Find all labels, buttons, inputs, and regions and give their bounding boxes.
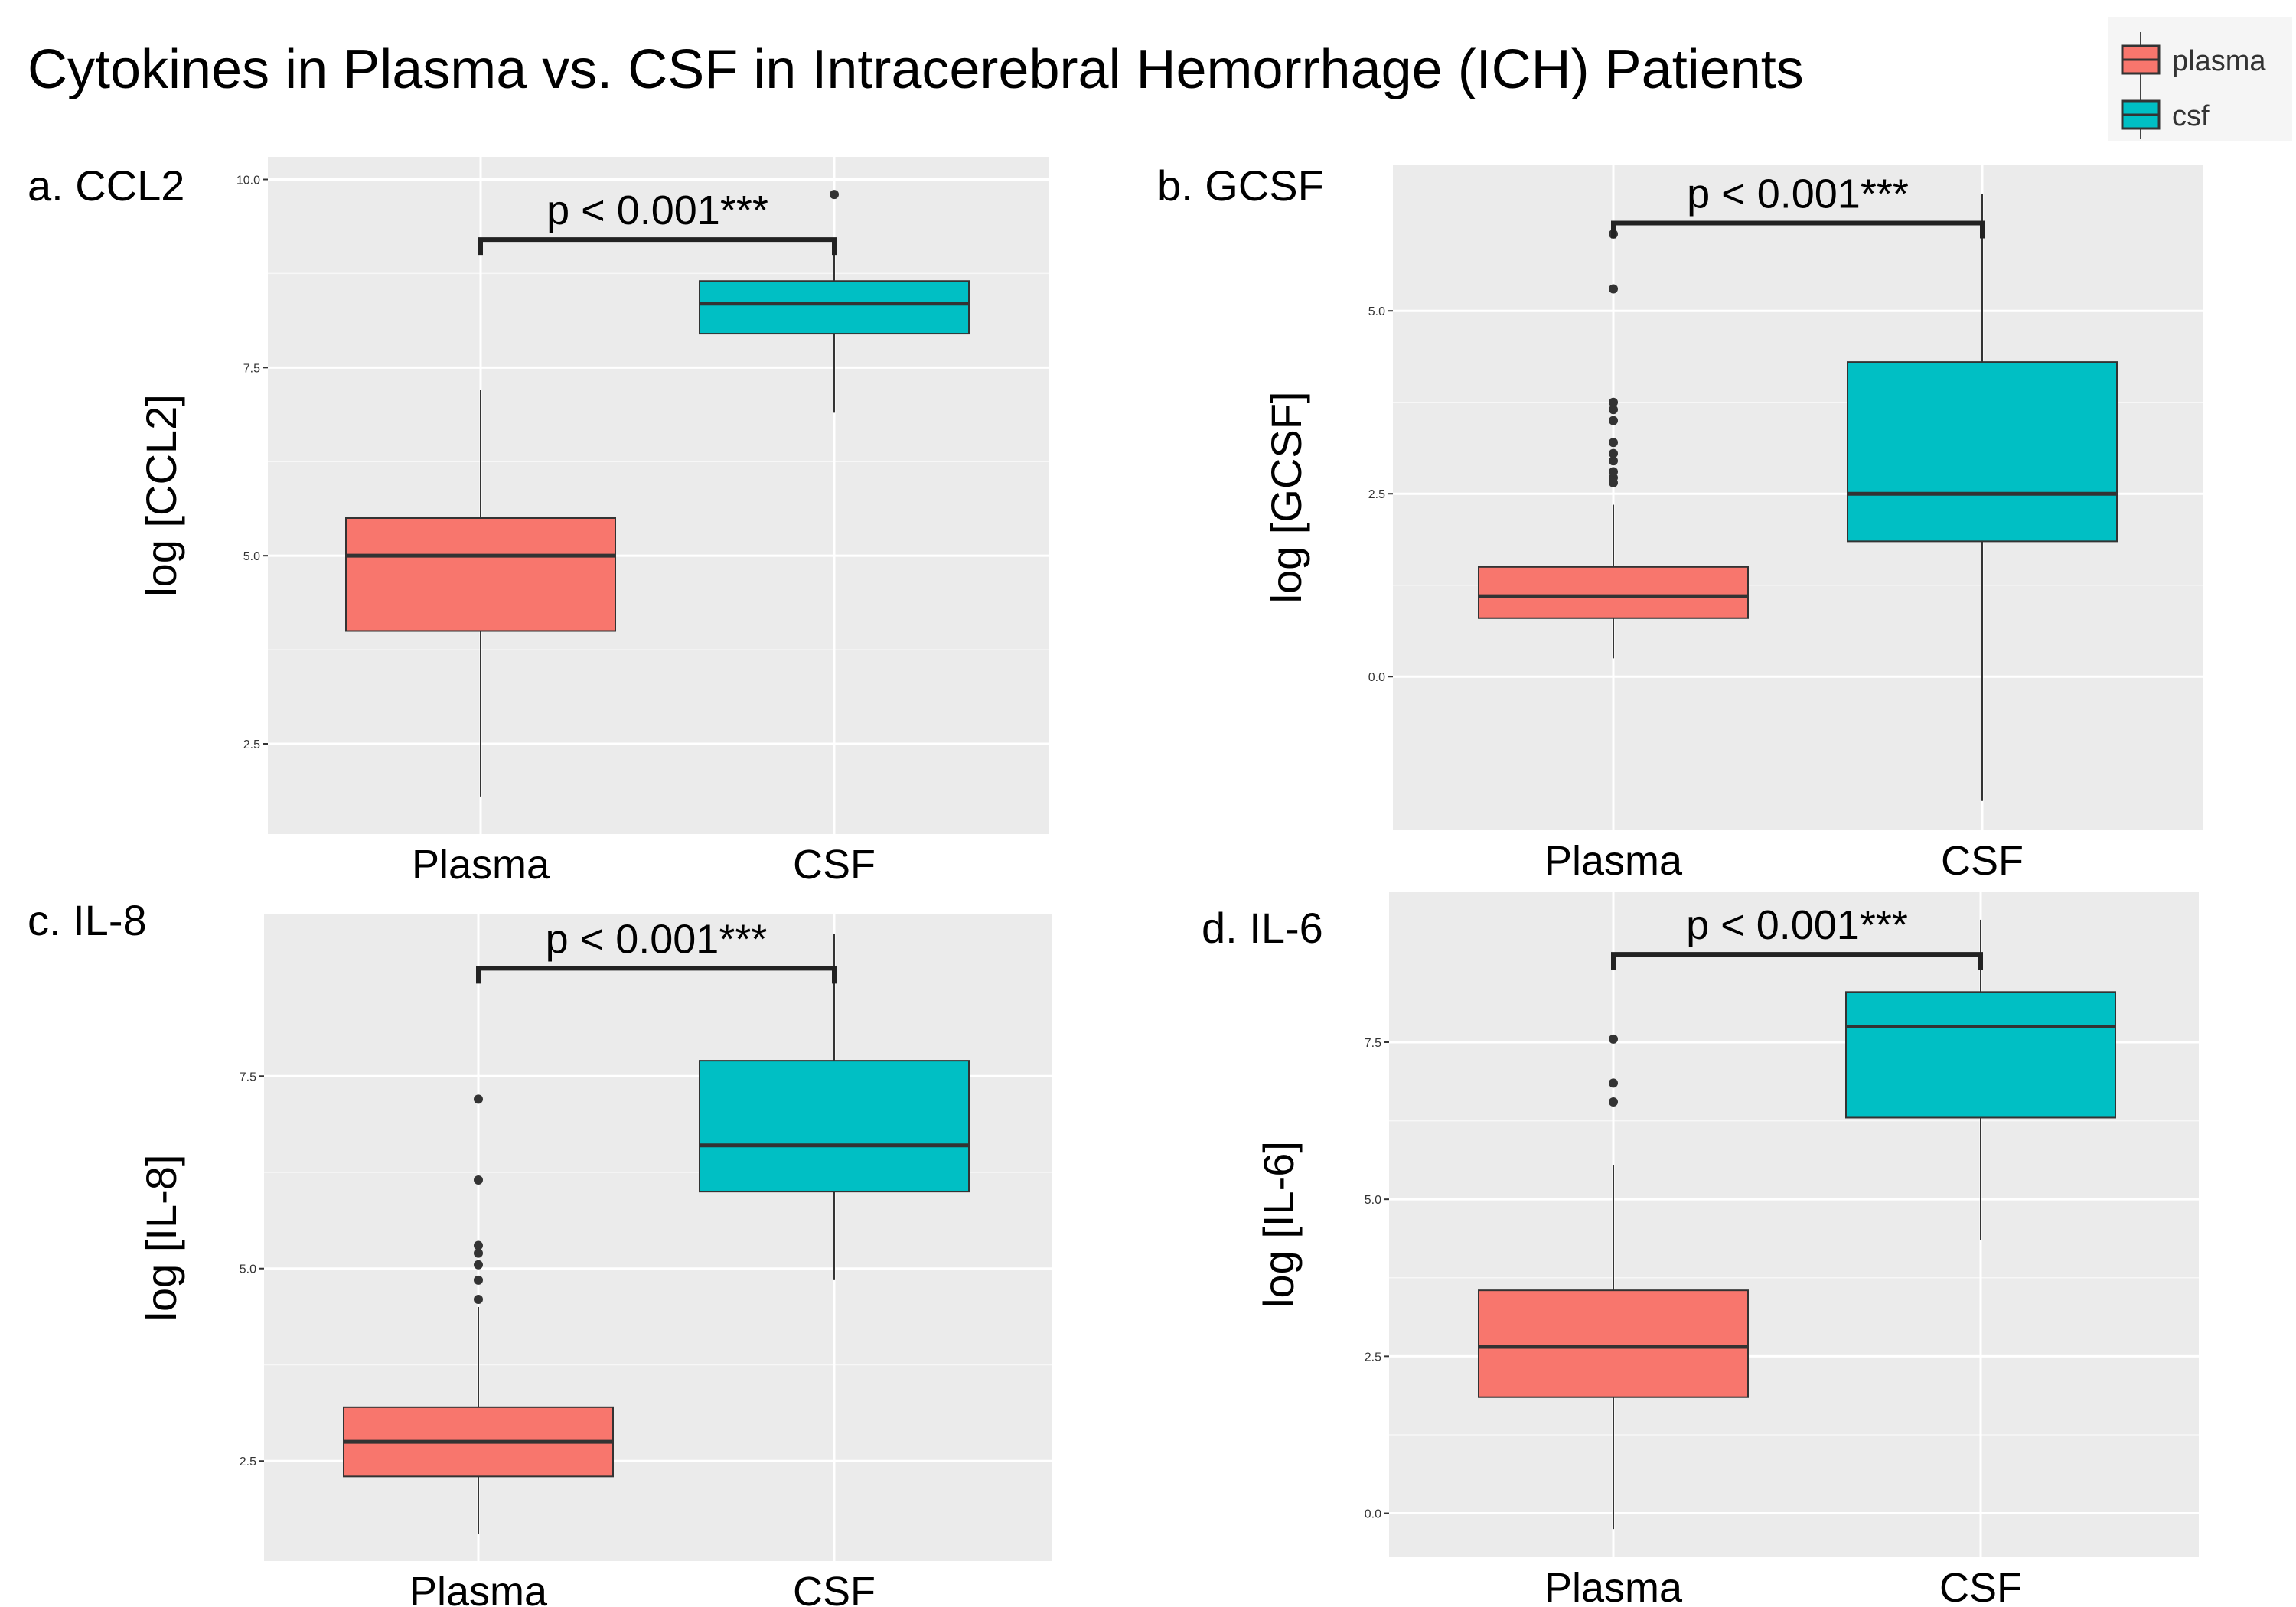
outlier-point bbox=[1609, 1097, 1618, 1107]
outlier-point bbox=[1609, 397, 1618, 407]
y-tick-label: 7.5 bbox=[243, 362, 260, 375]
box-body bbox=[699, 280, 970, 335]
y-tick-label: 5.0 bbox=[1368, 305, 1385, 318]
outlier-point bbox=[474, 1248, 483, 1258]
panel-label: a. CCL2 bbox=[28, 161, 184, 210]
significance-bracket bbox=[1611, 220, 1985, 239]
significance-bracket bbox=[476, 966, 837, 984]
y-tick-label: 5.0 bbox=[1365, 1194, 1381, 1207]
significance-label: p < 0.001*** bbox=[546, 916, 768, 962]
y-tick-label: 7.5 bbox=[240, 1071, 256, 1084]
box-csf bbox=[699, 190, 970, 413]
outlier-point bbox=[1609, 1034, 1618, 1044]
significance-label: p < 0.001*** bbox=[1686, 902, 1908, 948]
x-tick-label: CSF bbox=[793, 1569, 876, 1607]
panel-label: d. IL-6 bbox=[1202, 904, 1323, 952]
outlier-point bbox=[1609, 405, 1618, 415]
y-axis-label: log [IL-8] bbox=[137, 1155, 185, 1322]
y-tick-label: 5.0 bbox=[240, 1263, 256, 1276]
outlier-point bbox=[474, 1175, 483, 1185]
outlier-point bbox=[1609, 416, 1618, 425]
x-tick-label: Plasma bbox=[412, 842, 550, 888]
outlier-point bbox=[1609, 284, 1618, 294]
significance-label: p < 0.001*** bbox=[546, 187, 768, 233]
chart-panel: 2.5 5.0 7.5 10.0 p < 0.001*** Plasma CSF log [C… bbox=[28, 157, 1049, 888]
x-tick-label: CSF bbox=[1941, 838, 2024, 884]
y-tick-label: 0.0 bbox=[1365, 1508, 1381, 1521]
outlier-point bbox=[474, 1094, 483, 1104]
outlier-point bbox=[474, 1240, 483, 1250]
box-csf bbox=[1845, 919, 2116, 1240]
outlier-point bbox=[1609, 448, 1618, 458]
significance-label: p < 0.001*** bbox=[1687, 171, 1909, 217]
box-csf bbox=[1847, 194, 2118, 801]
x-tick-label: Plasma bbox=[1544, 838, 1683, 884]
plot-background bbox=[268, 157, 1049, 834]
legend-label-csf: csf bbox=[2172, 100, 2210, 132]
outlier-point bbox=[474, 1260, 483, 1270]
box-plasma bbox=[345, 390, 616, 797]
box-plasma bbox=[343, 1094, 614, 1534]
x-tick-label: CSF bbox=[1939, 1565, 2022, 1607]
y-tick-label: 2.5 bbox=[1365, 1351, 1381, 1364]
box-body bbox=[345, 517, 616, 632]
y-tick-label: 5.0 bbox=[243, 550, 260, 563]
figure-title: Cytokines in Plasma vs. CSF in Intracere… bbox=[28, 39, 1804, 100]
y-axis-label: log [GCSF] bbox=[1262, 392, 1310, 604]
chart-panel: 0.0 2.5 5.0 7.5 p < 0.001*** Plasma CSF log [IL… bbox=[1202, 892, 2199, 1607]
y-tick-label: 2.5 bbox=[1368, 488, 1385, 501]
x-tick-label: CSF bbox=[793, 842, 876, 888]
x-tick-label: Plasma bbox=[1544, 1565, 1683, 1607]
outlier-point bbox=[474, 1294, 483, 1304]
y-tick-label: 2.5 bbox=[240, 1455, 256, 1468]
box-body bbox=[1845, 991, 2116, 1119]
significance-bracket bbox=[478, 237, 837, 256]
box-body bbox=[1478, 566, 1749, 619]
y-tick-label: 0.0 bbox=[1368, 671, 1385, 684]
x-tick-label: Plasma bbox=[409, 1569, 548, 1607]
chart-panel: 0.0 2.5 5.0 p < 0.001*** Plasma CSF log [GCSF]… bbox=[1157, 161, 2203, 884]
box-body bbox=[1847, 361, 2118, 543]
panel-label: c. IL-8 bbox=[28, 896, 147, 944]
outlier-point bbox=[830, 190, 839, 200]
chart-panel: 2.5 5.0 7.5 p < 0.001*** Plasma CSF log [IL-8]… bbox=[28, 896, 1052, 1607]
legend-label-plasma: plasma bbox=[2172, 45, 2266, 77]
outlier-point bbox=[1609, 456, 1618, 466]
legend: plasma csf bbox=[2108, 17, 2292, 141]
outlier-point bbox=[474, 1275, 483, 1285]
box-body bbox=[1478, 1289, 1749, 1398]
box-csf bbox=[699, 934, 970, 1280]
significance-bracket bbox=[1611, 952, 1983, 970]
y-tick-label: 10.0 bbox=[236, 174, 260, 187]
outlier-point bbox=[1609, 438, 1618, 448]
panel-label: b. GCSF bbox=[1157, 161, 1324, 210]
box-plasma bbox=[1478, 1034, 1749, 1530]
box-body bbox=[699, 1060, 970, 1193]
y-axis-label: log [IL-6] bbox=[1254, 1141, 1303, 1308]
y-axis-label: log [CCL2] bbox=[137, 394, 185, 597]
y-tick-label: 7.5 bbox=[1365, 1037, 1381, 1050]
outlier-point bbox=[1609, 467, 1618, 477]
y-tick-label: 2.5 bbox=[243, 738, 260, 751]
outlier-point bbox=[1609, 1078, 1618, 1088]
